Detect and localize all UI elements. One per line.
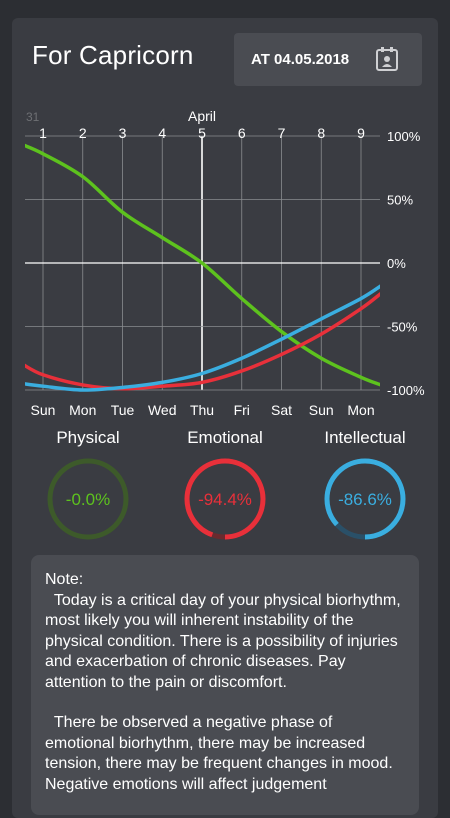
note-paragraph-1: Today is a critical day of your physical…	[45, 591, 406, 691]
calendar-icon	[376, 47, 398, 71]
date-picker-button[interactable]: AT 04.05.2018	[234, 33, 422, 86]
x-tick-top-label: 4	[158, 125, 166, 141]
x-tick-bottom-label: Wed	[148, 402, 177, 418]
series-line-emotional	[25, 292, 380, 391]
x-tick-top-label: 5	[198, 125, 206, 141]
physical-value: -0.0%	[66, 490, 110, 509]
x-tick-top-label: 9	[357, 125, 365, 141]
emotional-value: -94.4%	[198, 490, 252, 509]
note-panel: Note: Today is a critical day of your ph…	[31, 555, 419, 815]
x-tick-top-label: 3	[119, 125, 127, 141]
y-tick-label: 100%	[387, 129, 421, 144]
page-title: For Capricorn	[32, 40, 194, 70]
note-paragraph-2: There be observed a negative phase of em…	[45, 714, 398, 793]
emotional-label: Emotional	[187, 428, 263, 447]
intellectual-label: Intellectual	[324, 428, 406, 447]
intellectual-value: -86.6%	[338, 490, 392, 509]
physical-gauge: -0.0%	[47, 458, 129, 540]
x-tick-top-label: 8	[317, 125, 325, 141]
series-line-intellectual	[25, 284, 380, 392]
physical-indicator: Physical -0.0%	[28, 428, 148, 542]
note-heading: Note:	[45, 571, 84, 588]
x-tick-bottom-label: Sun	[309, 402, 334, 418]
y-tick-label: -50%	[387, 320, 418, 335]
y-tick-label: 0%	[387, 256, 406, 271]
biorhythm-chart[interactable]: 100% 50% 0% -50% -100% April 311 2 3 4 5 6 7 8 9 Sun Mon…	[0, 100, 450, 430]
x-tick-bottom-label: Mon	[69, 402, 96, 418]
x-tick-bottom-label: Tue	[111, 402, 135, 418]
emotional-indicator: Emotional -94.4%	[165, 428, 285, 542]
emotional-gauge: -94.4%	[184, 458, 266, 540]
x-tick-bottom-label: Sat	[271, 402, 292, 418]
x-tick-bottom-label: Fri	[234, 402, 250, 418]
x-tick-bottom-label: Thu	[190, 402, 214, 418]
partial-day-label: 31	[26, 110, 40, 124]
x-tick-top-label: 6	[238, 125, 246, 141]
x-tick-top-label: 1	[39, 125, 47, 141]
intellectual-gauge: -86.6%	[324, 458, 406, 540]
x-tick-bottom-label: Sun	[31, 402, 56, 418]
month-label: April	[188, 108, 216, 124]
x-tick-top-label: 2	[79, 125, 87, 141]
y-tick-label: -100%	[387, 383, 425, 398]
x-tick-top-label: 7	[278, 125, 286, 141]
x-tick-bottom-label: Mon	[347, 402, 374, 418]
intellectual-indicator: Intellectual -86.6%	[305, 428, 425, 542]
physical-label: Physical	[56, 428, 120, 447]
series-line-physical	[25, 143, 380, 387]
y-tick-label: 50%	[387, 193, 413, 208]
date-button-label: AT 04.05.2018	[251, 51, 350, 68]
